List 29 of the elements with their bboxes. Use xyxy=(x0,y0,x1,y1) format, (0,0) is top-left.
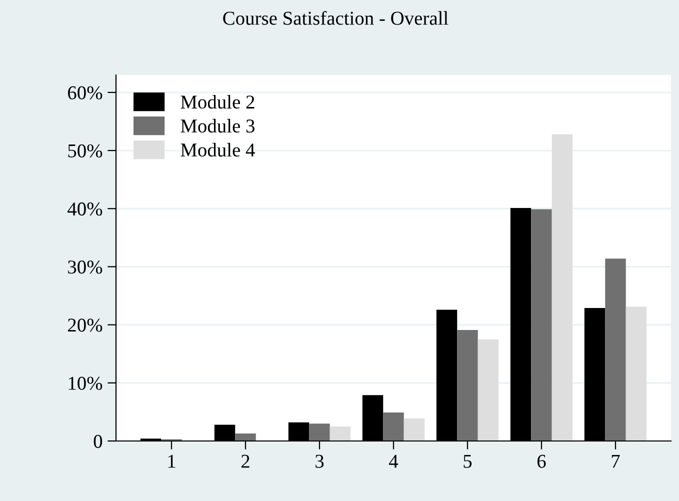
y-tick-label: 0 xyxy=(94,434,102,448)
legend-label: Module 3 xyxy=(180,118,254,133)
y-tick-label: 60% xyxy=(68,86,102,100)
chart-title: Course Satisfaction - Overall xyxy=(223,10,448,25)
x-tick-label: 5 xyxy=(464,454,472,468)
bar xyxy=(235,433,256,441)
x-tick-label: 3 xyxy=(316,454,324,468)
x-tick-label: 1 xyxy=(168,454,176,468)
y-tick-label: 50% xyxy=(68,144,102,158)
bar xyxy=(626,306,647,441)
x-tick-label: 6 xyxy=(537,454,546,468)
x-tick-label: 2 xyxy=(241,454,250,468)
bar xyxy=(457,330,478,441)
x-tick-label: 7 xyxy=(612,454,620,468)
y-tick-label: 10% xyxy=(68,376,102,390)
bar xyxy=(478,339,499,441)
y-tick-label: 40% xyxy=(68,202,102,216)
y-tick-label: 20% xyxy=(68,318,102,332)
bar xyxy=(531,209,552,441)
bar xyxy=(552,134,573,441)
bar xyxy=(605,258,626,441)
y-tick-label: 30% xyxy=(68,260,102,274)
bar xyxy=(330,426,351,441)
legend-label: Module 4 xyxy=(180,142,255,157)
legend-label: Module 2 xyxy=(180,94,254,109)
bar xyxy=(309,424,330,441)
x-tick-label: 4 xyxy=(389,454,398,468)
bar xyxy=(383,412,404,441)
bar xyxy=(404,418,425,441)
